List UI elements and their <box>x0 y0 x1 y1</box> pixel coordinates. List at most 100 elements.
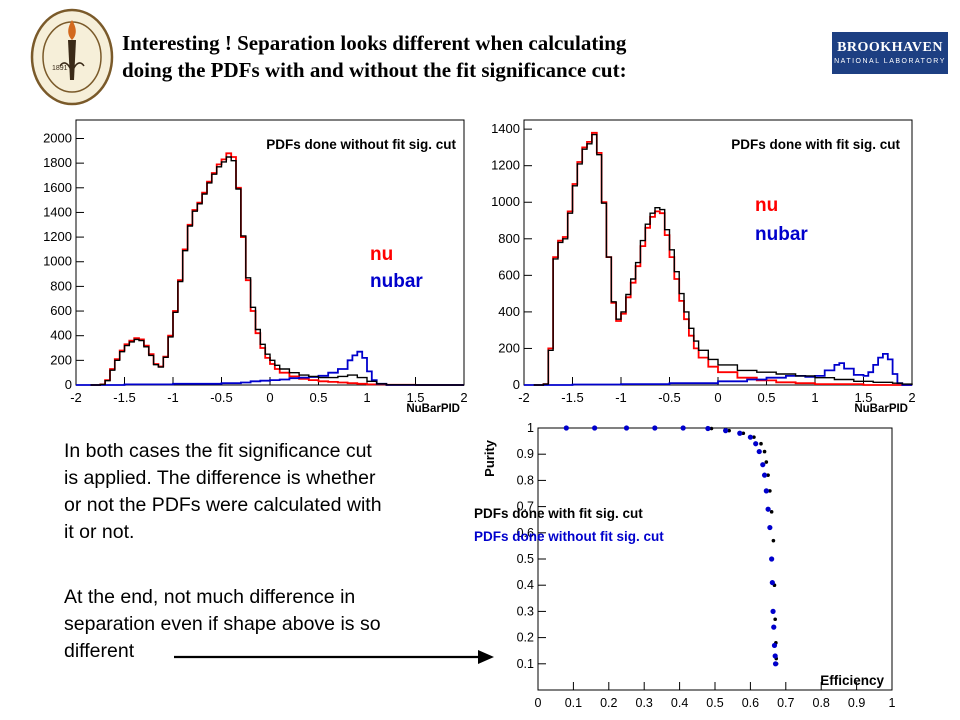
scatter-point <box>623 425 630 431</box>
scatter-point <box>765 506 771 512</box>
x-tick-label: 0.7 <box>777 696 794 710</box>
scatter-point <box>763 488 769 494</box>
x-tick-label: 1 <box>811 390 818 405</box>
scatter-point <box>760 462 766 468</box>
x-tick-label: 0.9 <box>848 696 865 710</box>
x-tick-label: 2 <box>908 390 915 405</box>
y-tick-label: 1200 <box>491 158 520 173</box>
y-tick-label: 0.9 <box>517 447 534 461</box>
scatter-point <box>709 426 714 431</box>
y-tick-label: 1 <box>527 421 534 435</box>
x-tick-label: 0.3 <box>636 696 653 710</box>
scatter-point <box>771 624 777 630</box>
paragraph-line: is applied. The difference is whether <box>64 467 376 489</box>
chart-annotation: PDFs done without fit sig. cut <box>266 137 456 152</box>
paragraph-line: In both cases the fit significance cut <box>64 440 372 462</box>
x-tick-label: 0 <box>714 390 721 405</box>
scatter-point <box>756 448 762 455</box>
x-tick-label: 0.5 <box>757 390 775 405</box>
y-tick-label: 200 <box>50 352 72 367</box>
y-tick-label: 2000 <box>43 130 72 145</box>
y-tick-label: 400 <box>498 304 520 319</box>
x-tick-label: -2 <box>70 390 82 405</box>
y-tick-label: 0 <box>65 377 72 392</box>
y-tick-label: 600 <box>50 303 72 318</box>
scatter-point <box>772 661 779 667</box>
y-tick-label: 1200 <box>43 229 72 244</box>
histogram-with-fit-cut: -2 -1.5 -1 -0.5 0 0.5 1 1.5 2 0 200 400 600 800 1000 12… <box>491 119 916 415</box>
axes-group: -2 -1.5 -1 -0.5 0 0.5 1 1.5 2 0 200 400 600 800 1000 12… <box>43 130 468 405</box>
x-tick-label: 0.6 <box>742 696 759 710</box>
series-line <box>524 353 912 386</box>
y-tick-label: 1000 <box>43 254 72 269</box>
y-tick-label: 1600 <box>43 180 72 195</box>
y-tick-label: 1000 <box>491 194 520 209</box>
y-tick-label: 1400 <box>43 204 72 219</box>
x-tick-label: -1.5 <box>561 390 583 405</box>
x-tick-label: 0.2 <box>600 696 617 710</box>
page-title: Interesting ! Separation looks different… <box>122 30 822 84</box>
y-tick-label: 1400 <box>491 121 520 136</box>
y-tick-label: 0.3 <box>517 604 534 618</box>
scatter-point <box>772 653 778 659</box>
brookhaven-logo-line-1: BROOKHAVEN <box>837 40 943 55</box>
x-axis-label: NuBarPID <box>406 403 460 415</box>
explanation-paragraph: In both cases the fit significance cut i… <box>64 438 464 546</box>
scatter-point <box>753 441 759 447</box>
legend-nubar: nubar <box>755 224 808 245</box>
paragraph-line: separation even if shape above is so <box>64 613 381 635</box>
scatter-point <box>766 473 770 477</box>
scatter-point <box>769 556 775 562</box>
x-tick-label: -0.5 <box>658 390 680 405</box>
y-tick-label: 0.8 <box>517 473 534 487</box>
x-tick-label: 1.5 <box>854 390 872 405</box>
axes-group: -2 -1.5 -1 -0.5 0 0.5 1 1.5 2 0 200 400 600 800 1000 12… <box>491 121 916 405</box>
chart-annotation: PDFs done with fit sig. cut <box>731 137 900 152</box>
y-tick-label: 0.2 <box>517 631 534 645</box>
x-tick-label: 0.1 <box>565 696 582 710</box>
x-tick-label: 0.5 <box>309 390 327 405</box>
axes-group: 0 0.1 0.2 0.3 0.4 0.5 0.6 0.7 0.8 0.9 1 0.1 0.2 0.3 0.… <box>517 421 896 710</box>
plot-frame <box>537 427 893 691</box>
plot-frame <box>75 119 465 386</box>
scatter-point <box>741 431 746 436</box>
y-tick-label: 600 <box>498 267 520 282</box>
brookhaven-logo: BROOKHAVEN NATIONAL LABORATORY <box>832 32 948 74</box>
scatter-point <box>771 642 778 649</box>
scatter-point <box>770 608 776 614</box>
scatter-point <box>737 430 743 436</box>
y-tick-label: 0.1 <box>517 657 534 671</box>
seal-year: 1891 <box>52 65 68 72</box>
x-axis-label: NuBarPID <box>854 403 908 415</box>
paragraph-line: At the end, not much difference in <box>64 586 356 608</box>
purity-efficiency-plot: 0 0.1 0.2 0.3 0.4 0.5 0.6 0.7 0.8 0.9 1 0.1 0.2 0.3 0.… <box>474 421 896 710</box>
scatter-point <box>771 538 776 543</box>
histogram-without-fit-cut: -2 -1.5 -1 -0.5 0 0.5 1 1.5 2 0 200 400 600 800 1000 12… <box>43 119 468 415</box>
series-group <box>563 425 779 667</box>
scatter-point <box>769 579 775 586</box>
series-group <box>524 131 913 386</box>
title-line-2: doing the PDFs with and without the fit … <box>122 58 627 82</box>
caltech-seal-icon: 1891 <box>30 8 114 106</box>
x-tick-label: 1.5 <box>406 390 424 405</box>
scatter-point <box>592 425 598 431</box>
x-tick-label: -1 <box>167 390 179 405</box>
scatter-point <box>761 472 768 478</box>
x-tick-label: 0.8 <box>813 696 830 710</box>
scatter-point <box>767 524 773 531</box>
scatter-point <box>769 510 774 514</box>
y-tick-label: 0.4 <box>517 578 534 592</box>
legend-nubar: nubar <box>370 271 423 292</box>
x-tick-label: 0 <box>535 696 542 710</box>
caltech-logo: 1891 <box>30 8 114 106</box>
scatter-point <box>705 425 711 432</box>
scatter-point <box>727 428 731 433</box>
x-axis-label: Efficiency <box>820 673 884 688</box>
scatter-point <box>652 425 658 431</box>
conclusion-paragraph: At the end, not much difference in separ… <box>64 584 464 665</box>
y-tick-label: 800 <box>50 278 72 293</box>
y-tick-label: 0.6 <box>517 526 534 540</box>
paragraph-line: different <box>64 640 135 662</box>
x-tick-label: 0.5 <box>706 696 723 710</box>
scatter-point <box>723 428 729 434</box>
